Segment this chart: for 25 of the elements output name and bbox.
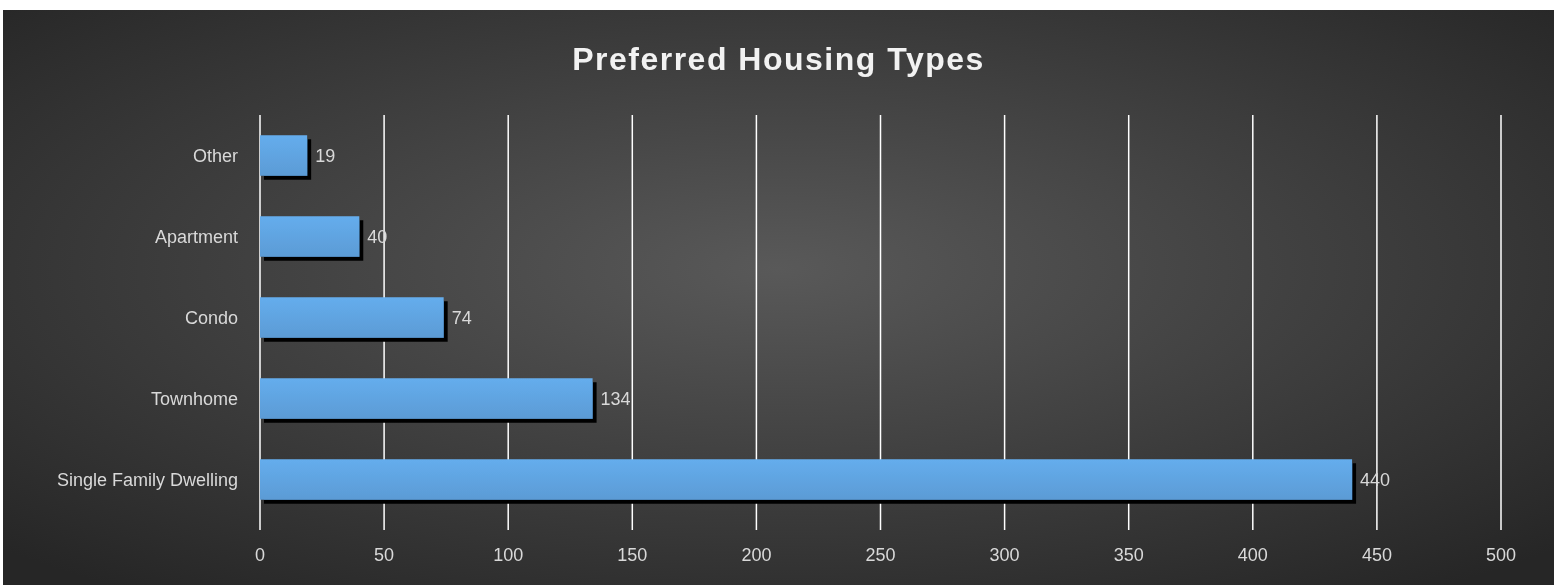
bar	[260, 135, 308, 176]
bar	[260, 459, 1353, 500]
bar	[260, 216, 360, 257]
y-tick-label: Other	[192, 145, 238, 166]
x-tick-label: 500	[1485, 545, 1517, 565]
y-tick-label: Townhome	[150, 388, 238, 409]
bar	[260, 378, 593, 419]
x-tick-label: 350	[1113, 545, 1144, 565]
chart-title: Preferred Housing Types	[572, 41, 985, 77]
data-label: 19	[315, 145, 336, 166]
y-tick-label: Condo	[184, 307, 238, 328]
x-tick-label: 50	[374, 545, 395, 565]
y-tick-label: Single Family Dwelling	[56, 469, 238, 490]
x-tick-label: 100	[493, 545, 524, 565]
x-tick-label: 300	[989, 545, 1020, 565]
x-tick-label: 200	[741, 545, 772, 565]
x-tick-label: 450	[1361, 545, 1392, 565]
y-tick-label: Apartment	[154, 226, 238, 247]
x-tick-label: 400	[1237, 545, 1268, 565]
x-tick-label: 150	[617, 545, 648, 565]
data-label: 134	[600, 388, 631, 409]
x-tick-label: 250	[865, 545, 896, 565]
bar	[260, 297, 444, 338]
data-label: 74	[451, 307, 472, 328]
x-tick-label: 0	[254, 545, 266, 565]
